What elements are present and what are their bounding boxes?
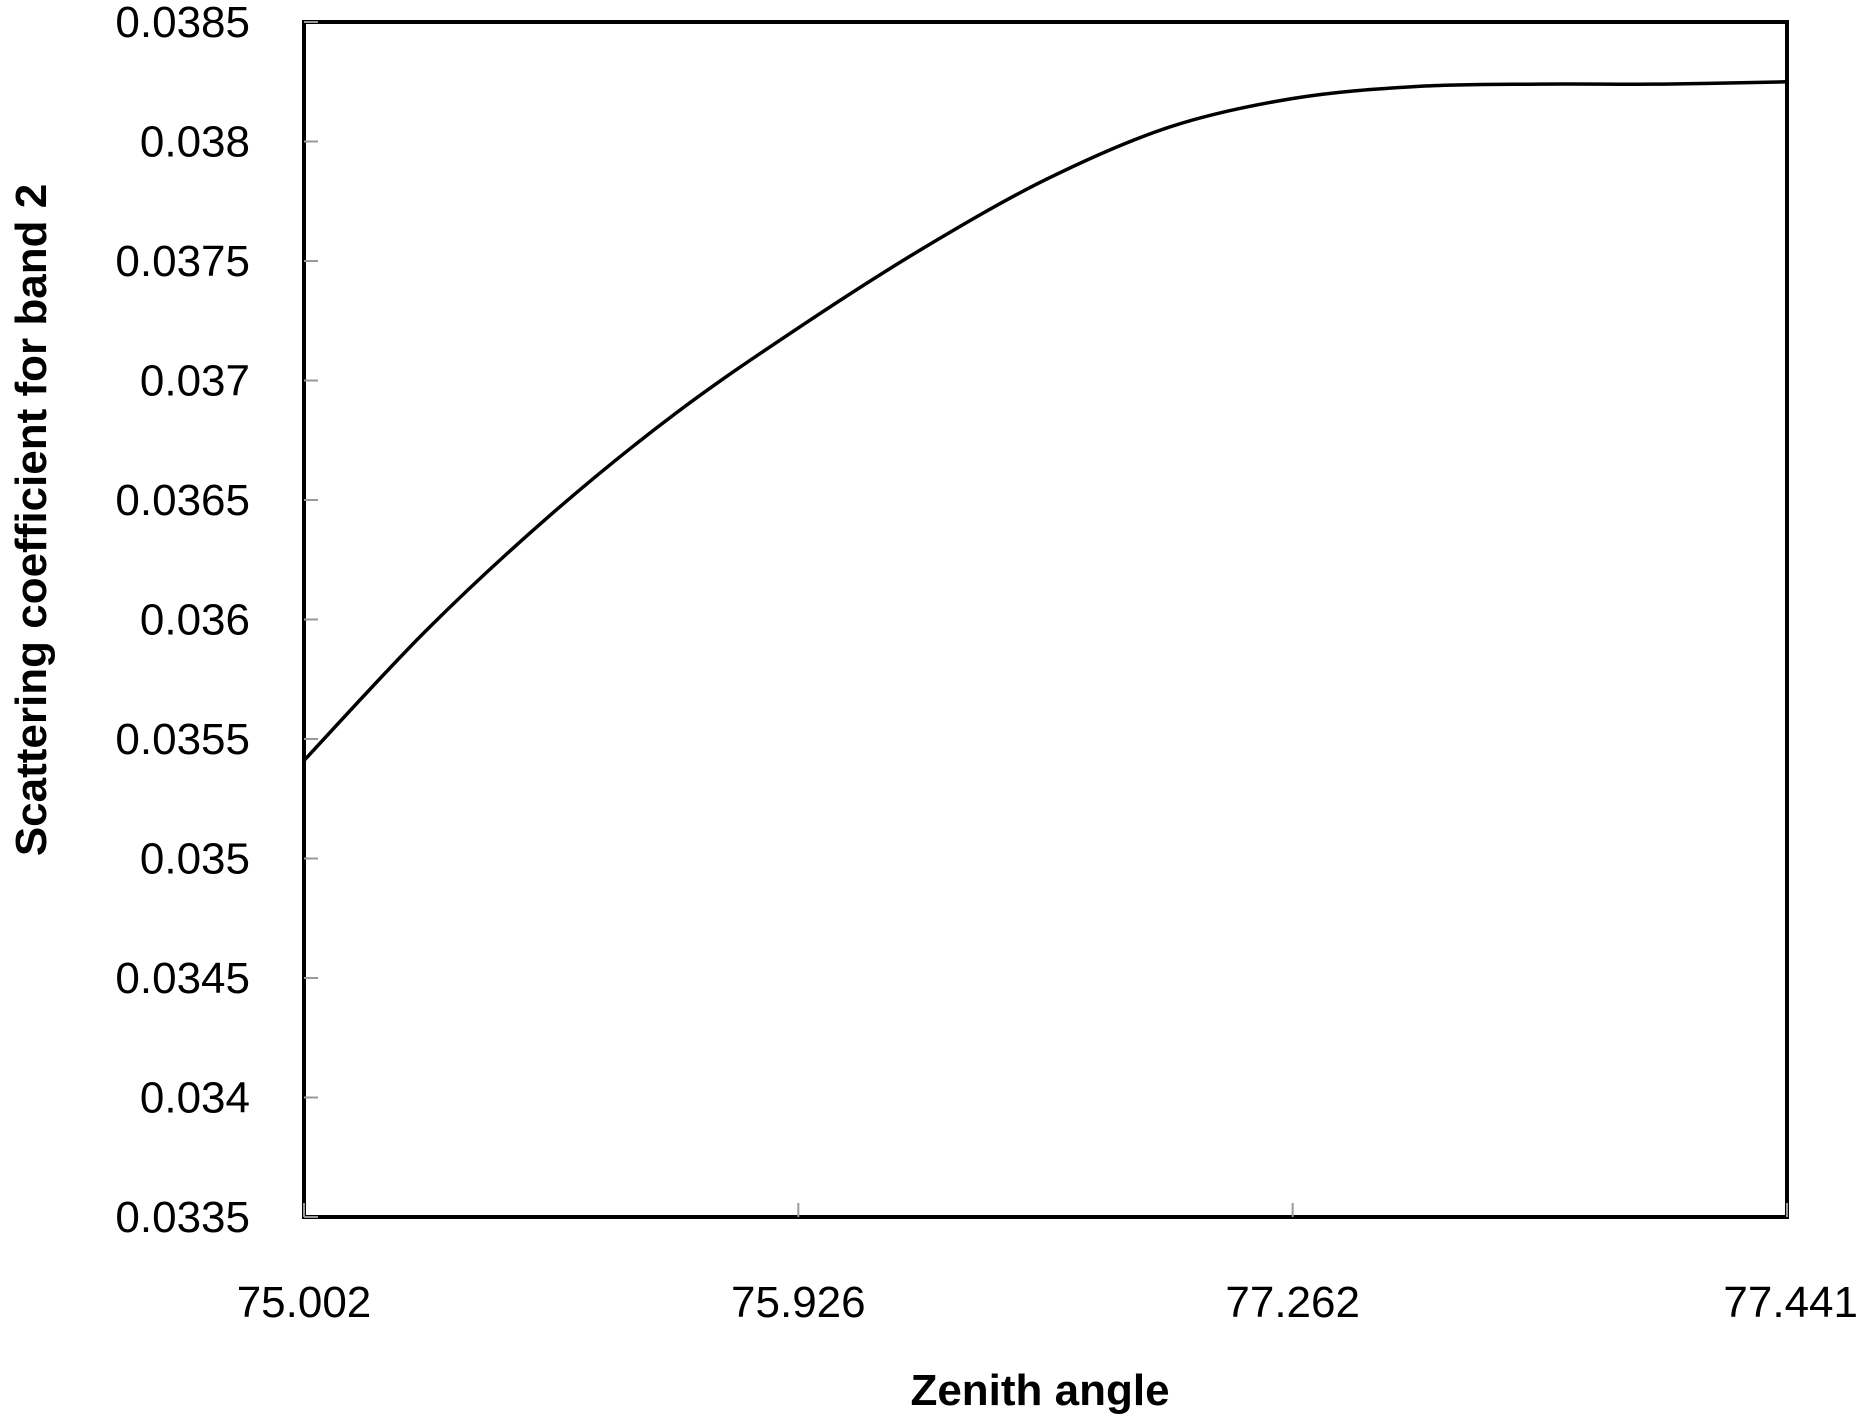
y-tick-label: 0.0375 [115, 237, 250, 286]
y-tick-label: 0.0385 [115, 0, 250, 47]
y-tick-label: 0.036 [140, 596, 250, 645]
plot-area [302, 20, 1789, 1219]
y-tick-label: 0.038 [140, 118, 250, 167]
y-axis: 0.0385 0.038 0.0375 0.037 0.0365 0.036 0.0355 0… [115, 0, 318, 1242]
y-axis-title: Scattering coefficient for band 2 [7, 184, 56, 856]
x-tick-label: 77.441 [1723, 1278, 1858, 1327]
x-tick-label: 75.926 [731, 1278, 866, 1327]
y-tick-label: 0.037 [140, 357, 250, 406]
x-axis: 75.002 75.926 77.262 77.441 [237, 1203, 1858, 1327]
series-line [302, 80, 1788, 762]
y-tick-label: 0.0355 [115, 715, 250, 764]
x-tick-label: 75.002 [237, 1278, 372, 1327]
x-tick-label: 77.262 [1225, 1278, 1360, 1327]
y-tick-label: 0.0365 [115, 476, 250, 525]
y-tick-label: 0.0345 [115, 954, 250, 1003]
y-tick-label: 0.035 [140, 835, 250, 884]
y-tick-label: 0.0335 [115, 1193, 250, 1242]
x-axis-title: Zenith angle [910, 1366, 1169, 1415]
y-tick-label: 0.034 [140, 1074, 250, 1123]
